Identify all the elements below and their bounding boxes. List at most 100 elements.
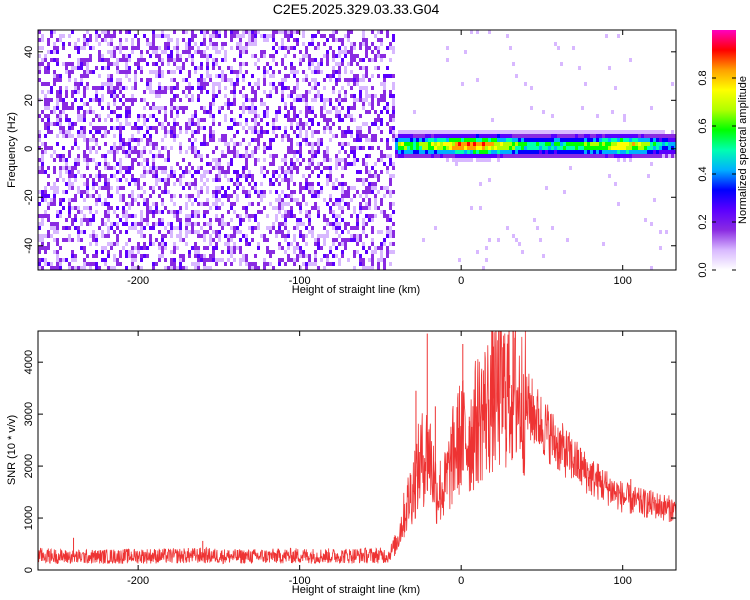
spectrogram-cell [389, 146, 392, 150]
spectrogram-cell [356, 250, 359, 254]
spectrogram-cell [113, 150, 116, 154]
spectrogram-cell [209, 54, 212, 58]
spectrogram-cell [56, 178, 59, 182]
spectrogram-cell [611, 130, 614, 134]
spectrogram-cell [131, 226, 134, 230]
spectrogram-cell [197, 78, 200, 82]
spectrogram-cell [248, 194, 251, 198]
spectrogram-cell [443, 134, 446, 138]
spectrogram-cell [167, 222, 170, 226]
spectrogram-cell [482, 266, 485, 270]
spectrogram-cell [308, 262, 311, 266]
spectrogram-cell [497, 146, 500, 150]
spectrogram-cell [296, 38, 299, 42]
spectrogram-cell [134, 70, 137, 74]
spectrogram-cell [191, 122, 194, 126]
spectrogram-cell [59, 170, 62, 174]
spectrogram-cell [134, 198, 137, 202]
spectrogram-cell [323, 234, 326, 238]
spectrogram-cell [329, 206, 332, 210]
spectrogram-cell [119, 114, 122, 118]
spectrogram-cell [347, 38, 350, 42]
spectrogram-cell [47, 118, 50, 122]
spectrogram-cell [209, 114, 212, 118]
spectrogram-cell [518, 158, 521, 162]
spectrogram-cell [200, 226, 203, 230]
spectrogram-cell [272, 46, 275, 50]
x-tick-label: 100 [614, 275, 632, 287]
spectrogram-cell [227, 166, 230, 170]
spectrogram-cell [263, 110, 266, 114]
spectrogram-cell [194, 254, 197, 258]
spectrogram-cell [323, 54, 326, 58]
spectrogram-cell [47, 174, 50, 178]
spectrogram-cell [437, 146, 440, 150]
spectrogram-cell [107, 150, 110, 154]
spectrogram-cell [311, 142, 314, 146]
spectrogram-cell [338, 98, 341, 102]
spectrogram-cell [110, 186, 113, 190]
spectrogram-cell [482, 142, 485, 146]
spectrogram-cell [134, 246, 137, 250]
spectrogram-cell [392, 250, 395, 254]
spectrogram-cell [74, 178, 77, 182]
spectrogram-cell [248, 214, 251, 218]
spectrogram-cell [125, 98, 128, 102]
spectrogram-cell [236, 82, 239, 86]
spectrogram-cell [386, 214, 389, 218]
spectrogram-cell [158, 46, 161, 50]
spectrogram-cell [209, 130, 212, 134]
spectrogram-cell [68, 206, 71, 210]
spectrogram-cell [386, 66, 389, 70]
spectrogram-cell [410, 150, 413, 154]
spectrogram-cell [44, 250, 47, 254]
spectrogram-cell [98, 194, 101, 198]
spectrogram-cell [131, 166, 134, 170]
spectrogram-cell [623, 114, 626, 118]
spectrogram-cell [374, 182, 377, 186]
spectrogram-cell [173, 78, 176, 82]
spectrogram-cell [272, 38, 275, 42]
spectrogram-cell [389, 162, 392, 166]
spectrogram-cell [179, 70, 182, 74]
spectrogram-cell [131, 214, 134, 218]
spectrogram-cell [62, 46, 65, 50]
spectrogram-cell [206, 202, 209, 206]
spectrogram-cell [134, 254, 137, 258]
spectrogram-cell [551, 142, 554, 146]
spectrogram-cell [596, 146, 599, 150]
spectrogram-cell [152, 202, 155, 206]
spectrogram-cell [59, 130, 62, 134]
spectrogram-cell [161, 106, 164, 110]
spectrogram-cell [401, 138, 404, 142]
spectrogram-cell [77, 170, 80, 174]
spectrogram-cell [269, 74, 272, 78]
spectrogram-cell [434, 226, 437, 230]
spectrogram-cell [662, 142, 665, 146]
spectrogram-cell [149, 142, 152, 146]
spectrogram-cell [143, 58, 146, 62]
spectrogram-cell [248, 174, 251, 178]
spectrogram-cell [242, 258, 245, 262]
spectrogram-cell [287, 246, 290, 250]
spectrogram-cell [620, 142, 623, 146]
spectrogram-cell [59, 214, 62, 218]
spectrogram-cell [95, 174, 98, 178]
spectrogram-cell [575, 138, 578, 142]
spectrogram-cell [176, 134, 179, 138]
spectrogram-cell [56, 122, 59, 126]
spectrogram-cell [227, 170, 230, 174]
spectrogram-cell [155, 62, 158, 66]
spectrogram-cell [110, 126, 113, 130]
spectrogram-cell [374, 250, 377, 254]
spectrogram-cell [350, 46, 353, 50]
spectrogram-cell [143, 34, 146, 38]
spectrogram-cell [140, 58, 143, 62]
spectrogram-cell [260, 170, 263, 174]
spectrogram-cell [293, 234, 296, 238]
spectrogram-cell [368, 78, 371, 82]
spectrogram-cell [161, 210, 164, 214]
spectrogram-cell [38, 46, 41, 50]
spectrogram-cell [143, 254, 146, 258]
spectrogram-cell [116, 258, 119, 262]
